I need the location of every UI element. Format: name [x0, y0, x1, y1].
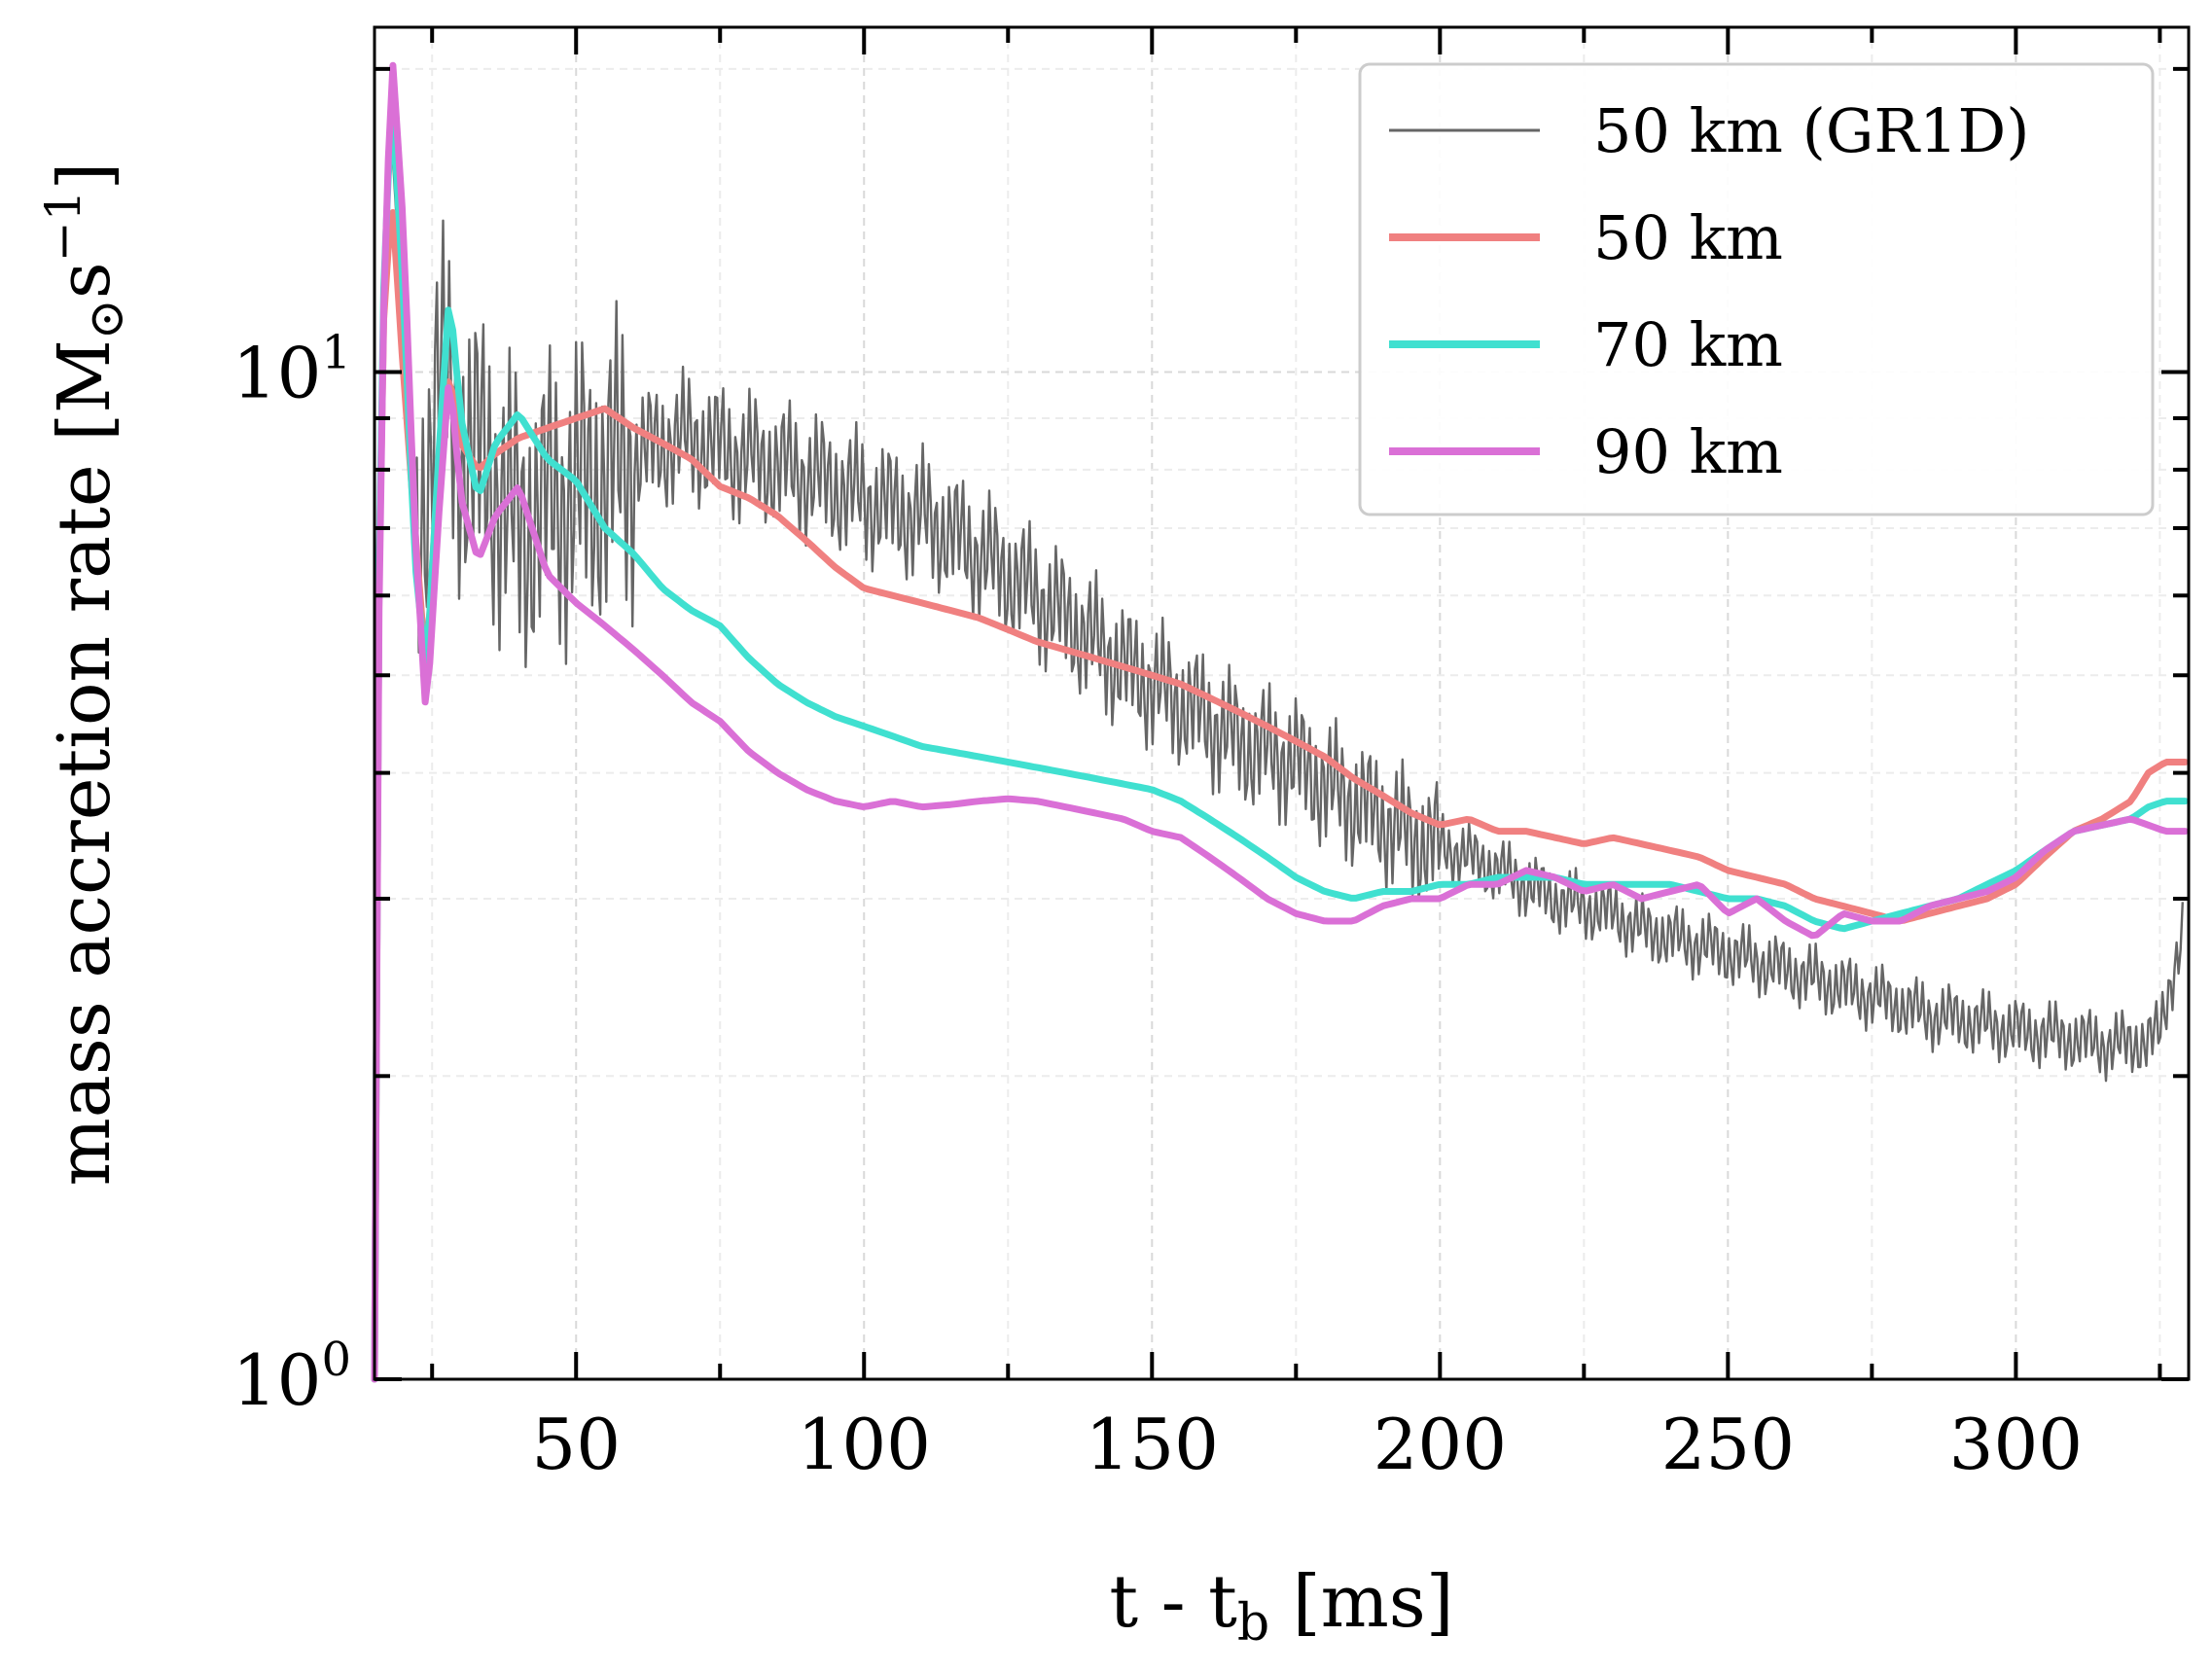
y-axis-title: mass accretion rate [M⊙s−1] — [35, 162, 134, 1187]
x-tick-label: 200 — [1374, 1404, 1507, 1485]
axis-ticks — [375, 27, 2189, 1381]
x-tick-label: 250 — [1661, 1404, 1795, 1485]
y-tick-label-base: 10 — [232, 1339, 322, 1421]
legend-label: 90 km — [1593, 416, 1783, 487]
y-axis-title-close: ] — [43, 162, 126, 191]
y-axis-title-unit: s — [43, 262, 126, 299]
x-axis-title: t - tb [ms] — [1109, 1560, 1453, 1653]
y-axis-title-subscript: ⊙ — [78, 299, 134, 339]
x-tick-label: 150 — [1086, 1404, 1219, 1485]
y-axis-title-main: mass accretion rate [M — [43, 339, 126, 1186]
y-tick-label: 100 — [232, 1333, 351, 1421]
series-line-gr1d — [373, 153, 2184, 1380]
y-tick-label-base: 10 — [232, 333, 322, 414]
legend-box — [1358, 62, 2155, 516]
x-axis-title-subscript: b — [1237, 1594, 1269, 1653]
x-tick-label: 100 — [798, 1404, 931, 1485]
x-axis-unit-text: [ms] — [1293, 1560, 1454, 1644]
y-tick-label: 101 — [232, 326, 351, 414]
y-tick-label-exponent: 1 — [321, 326, 351, 380]
plot-frame — [373, 25, 2191, 1381]
series-line-3 — [371, 61, 2189, 1383]
legend-label: 50 km — [1593, 202, 1783, 273]
legend-label: 70 km — [1593, 309, 1783, 380]
x-axis-title-main: t - t — [1109, 1560, 1237, 1644]
y-tick-label-exponent: 0 — [321, 1333, 351, 1387]
series-lines — [371, 61, 2189, 1383]
x-tick-label: 50 — [531, 1404, 621, 1485]
y-axis-title-exponent: −1 — [35, 191, 91, 263]
x-tick-label: 300 — [1949, 1404, 2083, 1485]
legend: 50 km (GR1D) 50 km 70 km 90 km — [1358, 62, 2155, 516]
x-axis-title-unit: [ms] — [1269, 1560, 1453, 1644]
legend-label: 50 km (GR1D) — [1593, 95, 2029, 166]
